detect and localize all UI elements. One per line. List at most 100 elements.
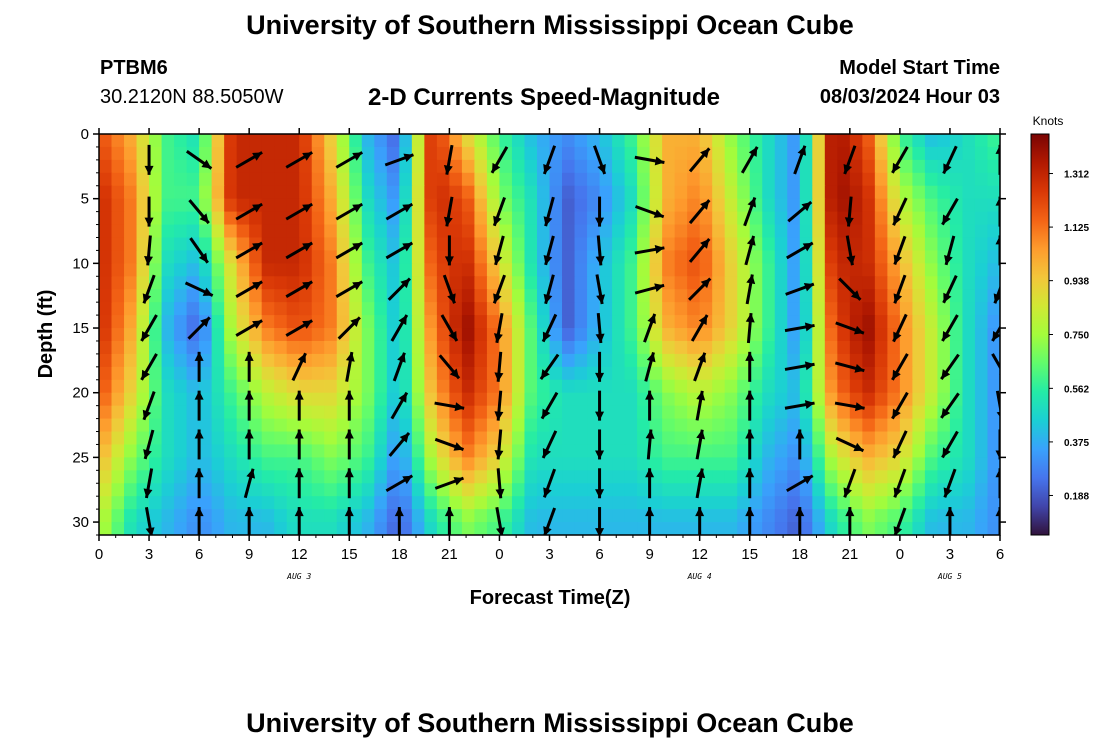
heatmap-cell bbox=[949, 134, 964, 148]
heatmap-cell bbox=[624, 172, 638, 187]
heatmap-cell bbox=[762, 134, 776, 148]
heatmap-cell bbox=[411, 263, 425, 277]
heatmap-cell bbox=[912, 483, 926, 497]
heatmap-cell bbox=[311, 198, 325, 213]
heatmap-cell bbox=[874, 405, 888, 420]
heatmap-cell bbox=[361, 418, 375, 433]
heatmap-cell bbox=[236, 224, 250, 239]
heatmap-cell bbox=[812, 340, 826, 355]
heatmap-cell bbox=[612, 198, 626, 213]
heatmap-cell bbox=[599, 366, 613, 381]
heatmap-cell bbox=[236, 302, 250, 316]
heatmap-cell bbox=[649, 328, 663, 342]
heatmap-cell bbox=[574, 185, 588, 200]
heatmap-cell bbox=[637, 302, 651, 316]
heatmap-cell bbox=[587, 172, 601, 187]
heatmap-cell bbox=[612, 418, 626, 433]
heatmap-cell bbox=[411, 172, 425, 187]
heatmap-cell bbox=[449, 315, 463, 329]
heatmap-cell bbox=[124, 315, 138, 329]
heatmap-cell bbox=[587, 328, 601, 342]
heatmap-cell bbox=[562, 340, 576, 355]
heatmap-cell bbox=[662, 250, 676, 264]
heatmap-cell bbox=[649, 302, 663, 316]
heatmap-cell bbox=[299, 159, 313, 174]
heatmap-cell bbox=[499, 340, 513, 355]
heatmap-cell bbox=[324, 263, 338, 277]
heatmap-cell bbox=[499, 159, 513, 174]
heatmap-cell bbox=[574, 418, 588, 433]
heatmap-cell bbox=[562, 185, 576, 200]
heatmap-cell bbox=[324, 444, 338, 458]
heatmap-cell bbox=[749, 211, 763, 226]
heatmap-cell bbox=[524, 392, 538, 407]
heatmap-cell bbox=[224, 444, 238, 458]
heatmap-cell bbox=[261, 263, 275, 277]
heatmap-cell bbox=[261, 302, 275, 316]
heatmap-cell bbox=[974, 444, 989, 458]
heatmap-cell bbox=[361, 496, 375, 510]
current-vector bbox=[188, 199, 210, 225]
heatmap-cell bbox=[211, 444, 225, 458]
current-vector bbox=[690, 314, 709, 342]
heatmap-cell bbox=[474, 470, 488, 484]
current-vector bbox=[235, 280, 263, 299]
main-title: University of Southern Mississippi Ocean… bbox=[246, 10, 854, 40]
y-axis-label: Depth (ft) bbox=[35, 290, 57, 379]
heatmap-cell bbox=[712, 457, 726, 471]
heatmap-cell bbox=[962, 353, 976, 368]
heatmap-cell bbox=[787, 237, 801, 252]
heatmap-cell bbox=[574, 276, 588, 290]
heatmap-cell bbox=[737, 444, 751, 458]
heatmap-cell bbox=[211, 509, 225, 523]
heatmap-cell bbox=[511, 340, 526, 355]
heatmap-cell bbox=[374, 289, 388, 303]
heatmap-cell bbox=[449, 185, 463, 200]
heatmap-cell bbox=[124, 237, 138, 252]
heatmap-cell bbox=[174, 172, 188, 187]
heatmap-cell bbox=[399, 172, 413, 187]
heatmap-cell bbox=[186, 522, 200, 535]
heatmap-cell bbox=[174, 509, 188, 523]
heatmap-cell bbox=[99, 146, 113, 161]
heatmap-cell bbox=[449, 302, 463, 316]
heatmap-cell bbox=[599, 302, 613, 316]
heatmap-cell bbox=[637, 250, 651, 264]
heatmap-cell bbox=[524, 405, 538, 420]
heatmap-cell bbox=[486, 134, 501, 148]
heatmap-cell bbox=[499, 289, 513, 303]
current-vector bbox=[194, 468, 204, 499]
heatmap-cell bbox=[787, 134, 801, 148]
heatmap-cell bbox=[311, 405, 325, 420]
heatmap-cell bbox=[687, 224, 701, 239]
heatmap-cell bbox=[849, 198, 863, 213]
heatmap-cell bbox=[261, 509, 275, 523]
heatmap-cell bbox=[924, 289, 939, 303]
heatmap-cell bbox=[161, 470, 175, 484]
current-vector bbox=[539, 353, 560, 380]
heatmap-cell bbox=[449, 224, 463, 239]
current-vector bbox=[843, 145, 857, 175]
heatmap-cell bbox=[299, 289, 313, 303]
heatmap-cell bbox=[799, 289, 813, 303]
heatmap-cell bbox=[712, 198, 726, 213]
heatmap-cell bbox=[699, 483, 713, 497]
current-vector bbox=[344, 468, 354, 499]
heatmap-cell bbox=[987, 379, 1000, 394]
current-vector bbox=[244, 390, 254, 421]
heatmap-cell bbox=[136, 379, 150, 394]
heatmap-cell bbox=[549, 444, 563, 458]
heatmap-cell bbox=[587, 379, 601, 394]
heatmap-cell bbox=[124, 379, 138, 394]
heatmap-cell bbox=[436, 172, 450, 187]
heatmap-cell bbox=[749, 457, 763, 471]
chart-title: 2-D Currents Speed-Magnitude bbox=[368, 84, 721, 111]
heatmap-cell bbox=[386, 418, 400, 433]
heatmap-cell bbox=[912, 418, 926, 433]
heatmap-cell bbox=[511, 276, 526, 290]
heatmap-cell bbox=[224, 483, 238, 497]
heatmap-cell bbox=[474, 211, 488, 226]
heatmap-cell bbox=[374, 302, 388, 316]
heatmap-cell bbox=[574, 340, 588, 355]
heatmap-cell bbox=[899, 496, 913, 510]
